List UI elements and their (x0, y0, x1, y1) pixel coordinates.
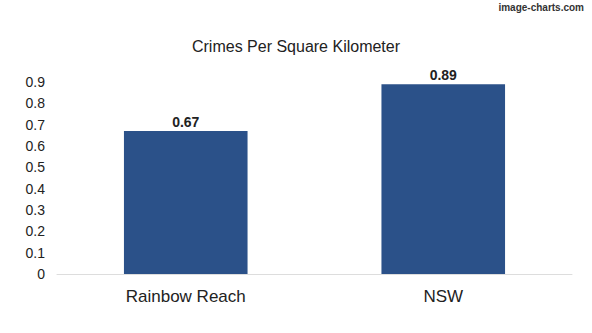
svg-text:image-charts.com: image-charts.com (498, 2, 584, 13)
svg-text:0.5: 0.5 (26, 159, 46, 175)
svg-text:0.3: 0.3 (26, 202, 46, 218)
svg-text:0.1: 0.1 (26, 245, 46, 261)
svg-text:0.6: 0.6 (26, 138, 46, 154)
svg-text:0: 0 (37, 266, 45, 282)
svg-text:Rainbow Reach: Rainbow Reach (126, 287, 246, 306)
svg-text:0.67: 0.67 (172, 114, 199, 130)
svg-text:Crimes Per Square Kilometer: Crimes Per Square Kilometer (192, 38, 401, 55)
svg-text:0.89: 0.89 (430, 67, 457, 83)
svg-text:0.8: 0.8 (26, 95, 46, 111)
svg-text:NSW: NSW (423, 287, 463, 306)
svg-text:0.7: 0.7 (26, 117, 46, 133)
svg-text:0.9: 0.9 (26, 74, 46, 90)
svg-text:0.4: 0.4 (26, 181, 46, 197)
svg-text:0.2: 0.2 (26, 223, 46, 239)
